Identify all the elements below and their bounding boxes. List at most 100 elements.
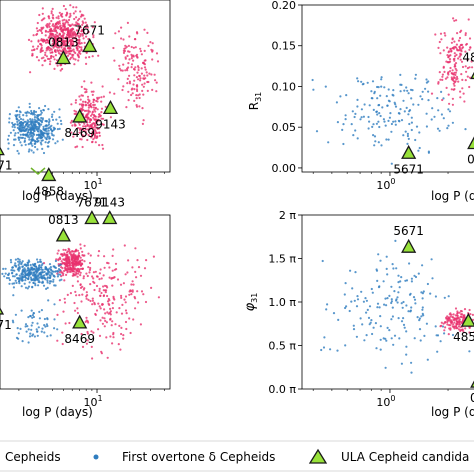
data-point bbox=[463, 315, 466, 318]
data-point bbox=[72, 48, 75, 51]
data-point bbox=[28, 102, 31, 105]
data-point bbox=[24, 286, 28, 289]
data-point bbox=[18, 280, 21, 283]
data-point bbox=[87, 134, 90, 137]
data-point bbox=[63, 26, 67, 29]
data-point bbox=[128, 290, 131, 293]
data-point bbox=[325, 308, 328, 311]
data-point bbox=[86, 274, 89, 278]
data-point bbox=[120, 326, 123, 329]
candidate-label: 9143 bbox=[94, 195, 125, 209]
data-point bbox=[74, 58, 77, 61]
data-point bbox=[70, 268, 73, 271]
data-point bbox=[57, 17, 60, 20]
data-point bbox=[136, 89, 139, 93]
data-point bbox=[438, 40, 441, 44]
data-point bbox=[378, 112, 381, 115]
data-point bbox=[455, 69, 458, 72]
candidate-label: 5671 bbox=[393, 224, 424, 238]
data-point bbox=[421, 312, 424, 315]
data-point bbox=[75, 33, 78, 36]
data-point bbox=[122, 334, 125, 337]
data-point bbox=[95, 131, 98, 134]
data-point bbox=[60, 278, 63, 281]
data-point bbox=[64, 8, 67, 11]
data-point bbox=[77, 59, 80, 62]
data-point bbox=[123, 244, 126, 247]
data-point bbox=[128, 80, 131, 83]
data-point bbox=[31, 333, 35, 336]
data-point bbox=[439, 32, 443, 35]
data-point bbox=[40, 123, 43, 126]
data-point bbox=[97, 328, 100, 331]
data-point bbox=[403, 110, 406, 113]
candidate-label: 7671 bbox=[74, 23, 105, 37]
data-point bbox=[122, 51, 126, 55]
data-point bbox=[60, 43, 63, 46]
data-point bbox=[370, 287, 373, 291]
data-point bbox=[19, 136, 22, 139]
candidate-triangle bbox=[467, 136, 474, 150]
candidate-label: 5671 bbox=[393, 162, 424, 176]
data-point bbox=[47, 299, 50, 302]
data-point bbox=[124, 309, 128, 312]
data-point bbox=[42, 18, 45, 21]
data-point bbox=[66, 250, 69, 253]
data-point bbox=[86, 123, 89, 126]
data-point bbox=[92, 122, 95, 125]
data-point bbox=[388, 116, 391, 119]
candidate-label: 5671 bbox=[0, 159, 13, 173]
data-point bbox=[53, 58, 56, 61]
data-point bbox=[79, 256, 82, 259]
candidate-markers: 4858567108 bbox=[393, 50, 474, 176]
data-point bbox=[48, 274, 51, 277]
candidate-triangle bbox=[460, 312, 474, 327]
data-point bbox=[64, 29, 67, 32]
data-point bbox=[37, 45, 40, 48]
data-point bbox=[80, 30, 83, 33]
data-point bbox=[464, 65, 467, 68]
data-point bbox=[402, 134, 405, 137]
data-point bbox=[19, 141, 22, 144]
data-point bbox=[104, 291, 107, 294]
data-point bbox=[66, 44, 69, 47]
data-point bbox=[66, 268, 69, 271]
data-point bbox=[410, 121, 413, 124]
data-point bbox=[426, 358, 429, 361]
data-point bbox=[444, 321, 447, 324]
data-point bbox=[108, 91, 111, 94]
data-point bbox=[157, 296, 160, 299]
candidate-triangle bbox=[72, 314, 88, 329]
data-point bbox=[72, 256, 75, 260]
data-point bbox=[390, 300, 393, 303]
data-point bbox=[48, 49, 51, 52]
data-point bbox=[62, 310, 65, 313]
data-point bbox=[437, 82, 440, 85]
data-point bbox=[386, 326, 389, 329]
data-point bbox=[321, 259, 324, 263]
data-point bbox=[372, 108, 375, 111]
data-point bbox=[466, 75, 469, 78]
data-point bbox=[109, 311, 112, 314]
data-point bbox=[4, 267, 7, 270]
data-point bbox=[367, 316, 371, 319]
data-point bbox=[94, 312, 97, 316]
data-point bbox=[88, 268, 92, 271]
data-point bbox=[45, 273, 48, 276]
data-point bbox=[65, 36, 68, 39]
data-point bbox=[354, 112, 357, 115]
data-point bbox=[24, 111, 27, 114]
data-point bbox=[89, 254, 92, 257]
data-point bbox=[469, 313, 472, 316]
data-point bbox=[54, 284, 57, 287]
scatter-points bbox=[6, 4, 160, 155]
data-point bbox=[68, 321, 71, 325]
data-point bbox=[35, 56, 39, 59]
data-point bbox=[66, 271, 69, 274]
data-point bbox=[360, 290, 363, 293]
data-point bbox=[142, 119, 145, 122]
data-point bbox=[111, 254, 114, 257]
data-point bbox=[49, 51, 52, 54]
data-point bbox=[143, 66, 147, 69]
data-point bbox=[45, 287, 48, 290]
